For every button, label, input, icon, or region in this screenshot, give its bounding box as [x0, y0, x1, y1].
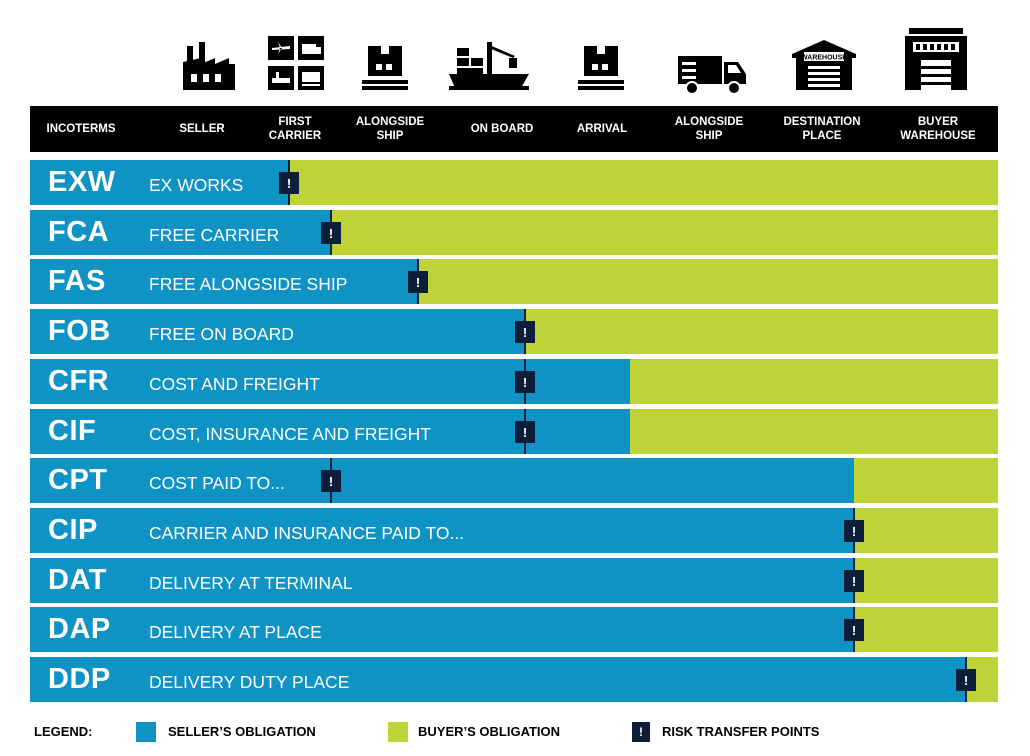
incoterm-row: DDP DELIVERY DUTY PLACE! [30, 657, 998, 702]
incoterm-code: CIP [48, 514, 98, 546]
risk-transfer-flag: ! [844, 520, 864, 542]
header-bar: INCOTERMS SELLER FIRST CARRIER ALONGSIDE SH… [30, 106, 998, 152]
risk-transfer-flag: ! [321, 470, 341, 492]
legend-seller-label: SELLER’S OBLIGATION [168, 724, 316, 739]
incoterm-name: DELIVERY AT PLACE [149, 621, 322, 642]
header-col-5: ARRIVAL [576, 123, 628, 135]
header-col-6: ALONGSIDE SHIP [674, 116, 744, 142]
header-col-1: SELLER [179, 123, 225, 135]
risk-transfer-flag: ! [515, 421, 535, 443]
incoterm-row: FOB FREE ON BOARD! [30, 309, 998, 354]
incoterm-row: CFR COST AND FREIGHT! [30, 359, 998, 404]
cargo-ship-icon [449, 42, 529, 90]
package-icon [578, 46, 624, 90]
header-col-8: BUYER WAREHOUSE [900, 116, 976, 142]
incoterm-name: COST PAID TO... [149, 472, 285, 493]
incoterm-code: CFR [48, 365, 110, 397]
incoterm-code: FOB [48, 315, 111, 347]
seller-obligation-bar [30, 558, 854, 603]
risk-transfer-flag: ! [321, 222, 341, 244]
risk-transfer-flag: ! [844, 570, 864, 592]
incoterm-row: FCA FREE CARRIER! [30, 210, 998, 255]
incoterm-name: FREE ON BOARD [149, 323, 294, 344]
legend-risk-swatch: ! [632, 722, 650, 742]
incoterm-row: DAP DELIVERY AT PLACE! [30, 607, 998, 652]
incoterm-row: EXW EX WORKS! [30, 160, 998, 205]
incoterm-row: CIF COST, INSURANCE AND FREIGHT! [30, 409, 998, 454]
seller-obligation-bar [30, 359, 630, 404]
delivery-truck-icon [678, 56, 746, 95]
warehouse-sign: WAREHOUSE [801, 55, 847, 62]
header-col-4: ON BOARD [470, 123, 534, 135]
legend-buyer-label: BUYER’S OBLIGATION [418, 724, 561, 739]
transport-modes-icon [268, 36, 324, 90]
incoterm-code: CIF [48, 415, 97, 447]
incoterm-name: FREE CARRIER [149, 224, 280, 245]
risk-transfer-flag: ! [408, 271, 428, 293]
risk-transfer-flag: ! [279, 172, 299, 194]
incoterm-code: DDP [48, 663, 111, 695]
incoterm-row: CPT COST PAID TO...! [30, 458, 998, 503]
seller-obligation-bar [30, 508, 854, 553]
incoterm-name: COST, INSURANCE AND FREIGHT [149, 423, 431, 444]
incoterm-code: FCA [48, 216, 110, 248]
incoterm-code: CPT [48, 464, 108, 496]
warehouse-icon: WAREHOUSE [792, 40, 856, 90]
seller-obligation-bar [30, 160, 289, 205]
stage-icons: WAREHOUSE [0, 0, 1030, 100]
incoterm-name: DELIVERY DUTY PLACE [149, 671, 350, 692]
risk-transfer-flag: ! [515, 371, 535, 393]
header-col-2: FIRST CARRIER [268, 116, 322, 142]
incoterm-name: DELIVERY AT TERMINAL [149, 572, 353, 593]
legend-buyer-swatch [388, 722, 408, 742]
risk-transfer-flag: ! [956, 669, 976, 691]
factory-icon [183, 42, 235, 90]
risk-transfer-flag: ! [844, 619, 864, 641]
incoterm-code: DAT [48, 564, 107, 596]
header-col-3: ALONGSIDE SHIP [355, 116, 425, 142]
incoterm-name: COST AND FREIGHT [149, 373, 320, 394]
seller-obligation-bar [30, 210, 331, 255]
seller-obligation-bar [30, 607, 854, 652]
package-icon [362, 46, 408, 90]
legend-seller-swatch [136, 722, 156, 742]
header-col-incoterms: INCOTERMS [46, 123, 116, 135]
incoterm-code: FAS [48, 265, 106, 297]
incoterm-name: EX WORKS [149, 174, 244, 195]
header-col-7: DESTINATION PLACE [783, 116, 861, 142]
legend-risk-label: RISK TRANSFER POINTS [662, 724, 820, 739]
seller-obligation-bar [30, 259, 418, 304]
legend-title: LEGEND: [34, 724, 93, 739]
incoterm-row: CIP CARRIER AND INSURANCE PAID TO...! [30, 508, 998, 553]
incoterm-name: FREE ALONGSIDE SHIP [149, 273, 348, 294]
incoterm-row: DAT DELIVERY AT TERMINAL! [30, 558, 998, 603]
seller-obligation-bar [30, 657, 966, 702]
risk-transfer-flag: ! [515, 321, 535, 343]
legend: LEGEND: SELLER’S OBLIGATION BUYER’S OBLI… [0, 718, 1030, 748]
incoterm-row: FAS FREE ALONGSIDE SHIP! [30, 259, 998, 304]
incoterm-code: DAP [48, 613, 111, 645]
seller-obligation-bar [30, 458, 854, 503]
building-icon [905, 28, 967, 90]
seller-obligation-bar [30, 309, 525, 354]
incoterm-name: CARRIER AND INSURANCE PAID TO... [149, 522, 465, 543]
incoterm-code: EXW [48, 166, 116, 198]
